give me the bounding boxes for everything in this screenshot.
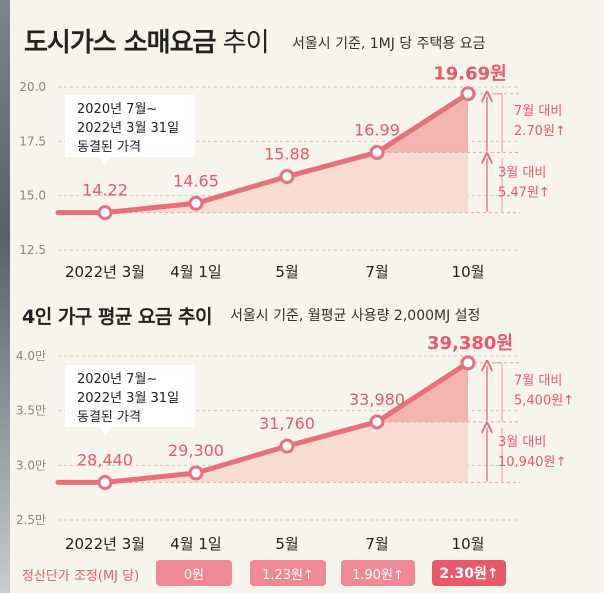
chart1-data-point bbox=[460, 86, 476, 102]
chart1-value-label: 14.65 bbox=[173, 171, 219, 190]
chart2-diff-label-march: 10,940원↑ bbox=[498, 455, 566, 470]
chart2-data-point bbox=[460, 355, 476, 371]
chart2-category-label: 4월 1일 bbox=[170, 535, 221, 553]
chart1-data-point bbox=[97, 205, 113, 221]
chart1-diff-label-march: 3월 대비 bbox=[498, 166, 546, 181]
chart1-category-label: 7월 bbox=[365, 263, 388, 281]
chart1-category-label: 2022년 3월 bbox=[65, 263, 145, 281]
chart1-ytick-label: 15.0 bbox=[19, 189, 46, 203]
chart2-data-point bbox=[97, 474, 113, 490]
chart1-value-label: 16.99 bbox=[354, 120, 400, 139]
chart2-annotation-text: 2020년 7월~ bbox=[77, 372, 157, 387]
adjustment-pill-may: 1.23원↑ bbox=[250, 560, 326, 586]
chart2-ytick-label: 4.0만 bbox=[16, 349, 46, 363]
chart2-subtitle: 서울시 기준, 월평균 사용량 2,000MJ 설정 bbox=[230, 308, 481, 324]
chart2-diff-label-july: 7월 대비 bbox=[514, 373, 562, 388]
chart2-value-label: 31,760 bbox=[259, 414, 315, 433]
chart1-data-point bbox=[188, 195, 204, 211]
adjustment-pill-july: 1.90원↑ bbox=[341, 560, 415, 586]
chart2-value-label: 28,440 bbox=[77, 450, 133, 469]
chart2-annotation-pointer bbox=[99, 427, 111, 435]
chart1-ytick-label: 17.5 bbox=[19, 134, 46, 148]
chart2-ytick-label: 3.0만 bbox=[16, 458, 46, 472]
chart2-diff-label-march: 3월 대비 bbox=[498, 435, 546, 450]
chart2-annotation-box bbox=[65, 365, 195, 427]
chart1-annotation-box bbox=[65, 95, 195, 157]
chart1-value-label: 15.88 bbox=[264, 145, 310, 164]
chart2-diff-label-july: 5,400원↑ bbox=[514, 393, 574, 408]
chart1-ytick-label: 12.5 bbox=[19, 243, 46, 257]
chart2-category-label: 5월 bbox=[275, 535, 298, 553]
background-photo-strip bbox=[0, 0, 10, 593]
chart2-title: 4인 가구 평균 요금 추이 bbox=[22, 306, 213, 328]
chart1-data-point bbox=[369, 144, 385, 160]
chart1-diff-label-march: 5.47원↑ bbox=[498, 186, 550, 201]
chart2-annotation-text: 동결된 가격 bbox=[77, 410, 141, 425]
chart1-area-from-march bbox=[105, 93, 468, 213]
chart1-ytick-label: 20.0 bbox=[19, 80, 46, 94]
chart1-annotation-text: 동결된 가격 bbox=[77, 140, 141, 155]
chart1-value-label: 14.22 bbox=[82, 181, 128, 200]
chart1-annotation-text: 2020년 7월~ bbox=[77, 102, 157, 117]
chart2-ytick-label: 3.5만 bbox=[16, 404, 46, 418]
chart2-category-label: 2022년 3월 bbox=[65, 535, 145, 553]
chart2-category-label: 7월 bbox=[365, 535, 388, 553]
chart1-title: 도시가스 소매요금 추이 bbox=[24, 28, 270, 58]
chart2-data-point bbox=[369, 414, 385, 430]
chart1-subtitle: 서울시 기준, 1MJ 당 주택용 요금 bbox=[292, 36, 486, 52]
adjustment-pill-april: 0원 bbox=[156, 560, 232, 586]
adjustment-label: 정산단가 조정(MJ 당) bbox=[22, 569, 140, 584]
chart1-category-label: 4월 1일 bbox=[170, 263, 221, 281]
chart2-category-label: 10월 bbox=[452, 535, 485, 553]
chart1-annotation-pointer bbox=[99, 157, 111, 165]
chart1-category-label: 10월 bbox=[452, 263, 485, 281]
chart1-diff-label-july: 2.70원↑ bbox=[514, 124, 566, 139]
chart2-area-from-march bbox=[105, 362, 468, 483]
chart2-value-label: 39,380원 bbox=[427, 333, 513, 354]
chart2-value-label: 33,980 bbox=[349, 390, 405, 409]
chart1-value-label: 19.69원 bbox=[433, 64, 507, 85]
chart2-data-point bbox=[188, 465, 204, 481]
chart2-data-point bbox=[279, 438, 295, 454]
chart2-value-label: 29,300 bbox=[168, 441, 224, 460]
chart2-annotation-text: 2022년 3월 31일 bbox=[77, 391, 179, 406]
chart1-annotation-text: 2022년 3월 31일 bbox=[77, 121, 179, 136]
chart1-category-label: 5월 bbox=[275, 263, 298, 281]
adjustment-pill-october: 2.30원↑ bbox=[432, 560, 506, 586]
chart2-ytick-label: 2.5만 bbox=[16, 513, 46, 527]
chart1-data-point bbox=[279, 169, 295, 185]
chart1-diff-label-july: 7월 대비 bbox=[514, 104, 562, 119]
